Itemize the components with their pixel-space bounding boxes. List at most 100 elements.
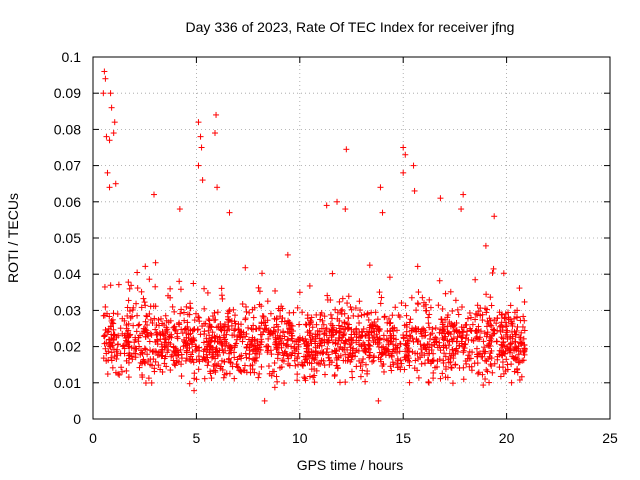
data-point	[312, 335, 319, 342]
data-point	[326, 354, 333, 361]
data-point	[311, 365, 318, 372]
data-point	[114, 352, 121, 359]
data-point	[233, 336, 240, 343]
data-point	[453, 327, 460, 334]
data-point	[171, 308, 178, 315]
data-point	[386, 320, 393, 327]
data-point	[211, 309, 218, 316]
data-point	[189, 338, 196, 345]
data-point	[137, 347, 144, 354]
data-point	[394, 355, 401, 362]
data-point	[404, 357, 411, 364]
data-point	[219, 366, 226, 373]
data-point	[167, 285, 174, 292]
data-point	[406, 319, 413, 326]
data-point	[398, 299, 405, 306]
data-point	[255, 325, 262, 332]
data-point	[415, 289, 422, 296]
data-point	[425, 320, 432, 327]
data-point	[151, 365, 158, 372]
data-point	[235, 364, 242, 371]
data-point	[258, 320, 265, 327]
data-point	[514, 307, 521, 314]
data-point	[242, 333, 249, 340]
data-point	[460, 349, 467, 356]
data-point	[512, 356, 519, 363]
data-point	[448, 365, 455, 372]
data-point	[402, 348, 409, 355]
data-point	[139, 360, 146, 367]
data-point	[134, 285, 141, 292]
data-point	[499, 342, 506, 349]
data-point	[322, 371, 329, 378]
data-point	[161, 344, 168, 351]
data-point	[470, 337, 477, 344]
data-point	[475, 369, 482, 376]
data-point	[202, 320, 209, 327]
data-point	[393, 327, 400, 334]
data-point	[514, 369, 521, 376]
data-point	[324, 292, 331, 299]
data-point	[140, 325, 147, 332]
data-point	[452, 361, 459, 368]
data-point	[487, 294, 494, 301]
data-point	[454, 333, 461, 340]
data-point	[144, 322, 151, 329]
data-point	[396, 348, 403, 355]
data-point	[348, 334, 355, 341]
data-point	[426, 324, 433, 331]
data-point	[345, 293, 352, 300]
data-point	[142, 302, 149, 309]
data-point	[267, 310, 274, 317]
data-point	[209, 329, 216, 336]
data-point	[340, 326, 347, 333]
data-point	[321, 331, 328, 338]
data-point	[472, 276, 479, 283]
data-point	[415, 355, 422, 362]
data-point	[521, 327, 528, 334]
data-point	[162, 330, 169, 337]
data-point	[126, 308, 133, 315]
data-point	[292, 362, 299, 369]
data-point	[339, 334, 346, 341]
data-point	[489, 369, 496, 376]
data-point	[272, 287, 279, 294]
data-point	[327, 320, 334, 327]
data-point	[119, 330, 126, 337]
data-point	[317, 361, 324, 368]
data-point	[314, 342, 321, 349]
data-point	[484, 329, 491, 336]
data-point	[468, 367, 475, 374]
data-point	[306, 373, 313, 380]
data-point	[104, 371, 111, 378]
data-point	[521, 351, 528, 358]
data-point	[352, 305, 359, 312]
data-point	[238, 321, 245, 328]
data-point	[265, 363, 272, 370]
data-point	[387, 363, 394, 370]
data-point	[449, 380, 456, 387]
data-point	[471, 360, 478, 367]
data-point	[483, 291, 490, 298]
data-point	[123, 357, 130, 364]
data-point	[440, 357, 447, 364]
data-point	[479, 317, 486, 324]
data-point	[209, 334, 216, 341]
data-point	[357, 363, 364, 370]
data-point	[449, 307, 456, 314]
data-point	[508, 361, 515, 368]
data-point	[203, 335, 210, 342]
data-point	[445, 329, 452, 336]
data-point	[508, 320, 515, 327]
data-point	[114, 341, 121, 348]
data-point	[359, 367, 366, 374]
data-point	[141, 299, 148, 306]
data-point	[239, 338, 246, 345]
data-point	[483, 323, 490, 330]
data-point	[505, 316, 512, 323]
data-point	[381, 314, 388, 321]
data-point	[102, 303, 109, 310]
data-point	[357, 373, 364, 380]
data-point	[501, 315, 508, 322]
data-point	[480, 382, 487, 389]
